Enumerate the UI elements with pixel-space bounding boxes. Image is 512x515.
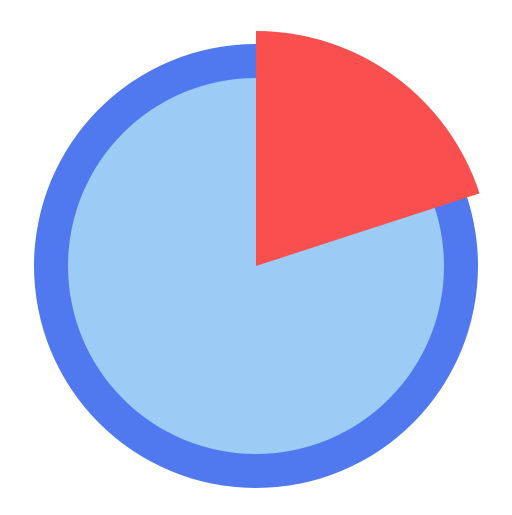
- pie-chart-icon: [0, 0, 512, 515]
- pie-chart-svg: [0, 0, 512, 510]
